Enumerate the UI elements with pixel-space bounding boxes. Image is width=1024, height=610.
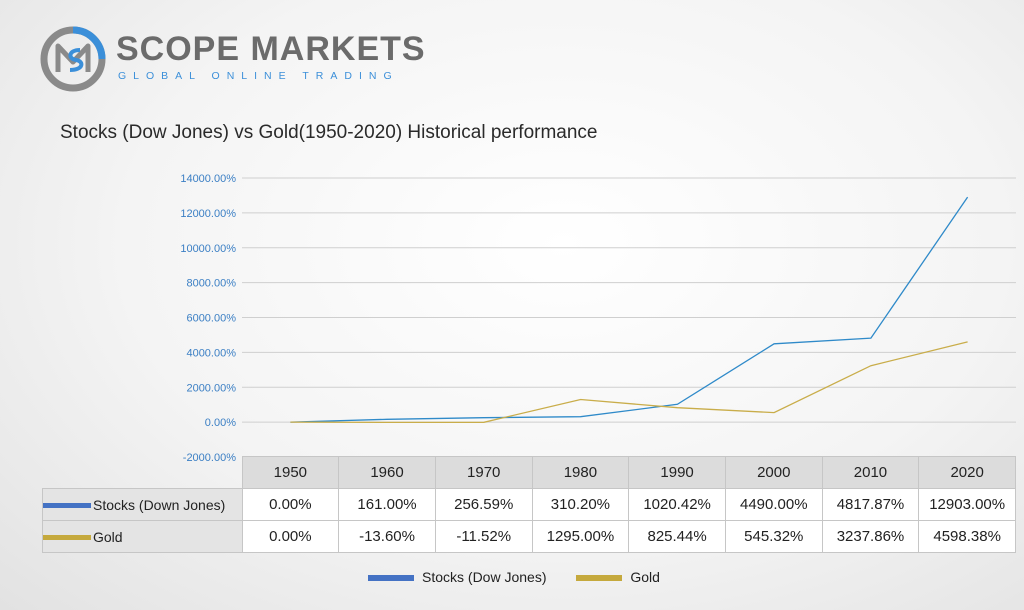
legend-label: Gold bbox=[630, 569, 660, 585]
table-cell: 0.00% bbox=[241, 488, 340, 521]
gold-swatch bbox=[43, 535, 91, 541]
legend-item-stocks[interactable]: Stocks (Dow Jones) bbox=[368, 569, 546, 585]
year-header: 1990 bbox=[628, 456, 726, 489]
chart-title: Stocks (Dow Jones) vs Gold(1950-2020) Hi… bbox=[60, 122, 598, 143]
chart-gridlines bbox=[242, 177, 1016, 458]
legend-swatch-gold bbox=[576, 575, 623, 582]
table-cell: 12903.00% bbox=[918, 488, 1016, 521]
year-header: 2000 bbox=[724, 456, 823, 489]
chart-series-lines bbox=[290, 196, 969, 424]
y-tick-label: -2000.00% bbox=[183, 452, 236, 464]
series-name: Stocks (Down Jones) bbox=[93, 496, 226, 513]
legend-item-gold[interactable]: Gold bbox=[576, 569, 660, 585]
table-cell: 1295.00% bbox=[531, 520, 630, 553]
year-header: 1950 bbox=[241, 456, 340, 489]
series-name-cell: Gold bbox=[42, 520, 243, 553]
brand-name: SCOPE MARKETS bbox=[116, 30, 426, 68]
y-tick-label: 4000.00% bbox=[186, 347, 236, 359]
table-corner bbox=[43, 457, 243, 489]
table-cell: 310.20% bbox=[531, 488, 630, 521]
year-header: 1980 bbox=[531, 456, 630, 489]
series-name: Gold bbox=[93, 528, 123, 545]
legend-swatch-stocks bbox=[368, 575, 414, 582]
stocks-series-line bbox=[290, 196, 969, 423]
table-cell: -13.60% bbox=[338, 520, 436, 553]
table-cell: 4817.87% bbox=[821, 488, 920, 521]
year-header: 1970 bbox=[434, 456, 533, 489]
table-cell: 0.00% bbox=[241, 520, 340, 553]
series-name-cell: Stocks (Down Jones) bbox=[42, 488, 243, 521]
year-header: 2020 bbox=[918, 456, 1016, 489]
chart-legend: Stocks (Dow Jones) Gold bbox=[368, 569, 686, 585]
table-cell: 4490.00% bbox=[724, 488, 823, 521]
y-tick-label: 0.00% bbox=[205, 417, 236, 429]
stocks-swatch bbox=[43, 503, 91, 509]
table-cell: -11.52% bbox=[434, 520, 533, 553]
y-tick-label: 6000.00% bbox=[186, 313, 236, 325]
y-axis-tick-labels: -2000.00% 0.00% 2000.00% 4000.00% 6000.00% 80… bbox=[180, 173, 236, 464]
y-tick-label: 2000.00% bbox=[186, 382, 236, 394]
brand-logo: SCOPE MARKETS GLOBAL ONLINE TRADING bbox=[40, 26, 425, 94]
table-cell: 545.32% bbox=[724, 520, 823, 553]
scope-markets-logo-icon bbox=[40, 26, 106, 92]
table-cell: 4598.38% bbox=[918, 520, 1016, 553]
y-tick-label: 8000.00% bbox=[186, 278, 236, 290]
gold-series-line bbox=[290, 341, 968, 424]
table-header-row: 1950 1960 1970 1980 1990 2000 2010 2020 bbox=[43, 456, 1016, 489]
table-row-stocks: Stocks (Down Jones) 0.00% 161.00% 256.59… bbox=[42, 488, 1016, 521]
data-table: 1950 1960 1970 1980 1990 2000 2010 2020 … bbox=[42, 456, 1016, 553]
year-header: 1960 bbox=[338, 456, 436, 489]
year-header: 2010 bbox=[821, 456, 920, 489]
table-cell: 1020.42% bbox=[628, 488, 726, 521]
table-row-gold: Gold 0.00% -13.60% -11.52% 1295.00% 825.… bbox=[42, 520, 1016, 553]
table-cell: 161.00% bbox=[338, 488, 436, 521]
y-tick-label: 10000.00% bbox=[180, 243, 236, 255]
brand-tagline: GLOBAL ONLINE TRADING bbox=[118, 70, 399, 82]
y-tick-label: 12000.00% bbox=[180, 208, 236, 220]
table-cell: 256.59% bbox=[434, 488, 533, 521]
table-cell: 3237.86% bbox=[821, 520, 920, 553]
y-tick-label: 14000.00% bbox=[180, 173, 236, 185]
legend-label: Stocks (Dow Jones) bbox=[422, 569, 547, 585]
table-cell: 825.44% bbox=[628, 520, 726, 553]
